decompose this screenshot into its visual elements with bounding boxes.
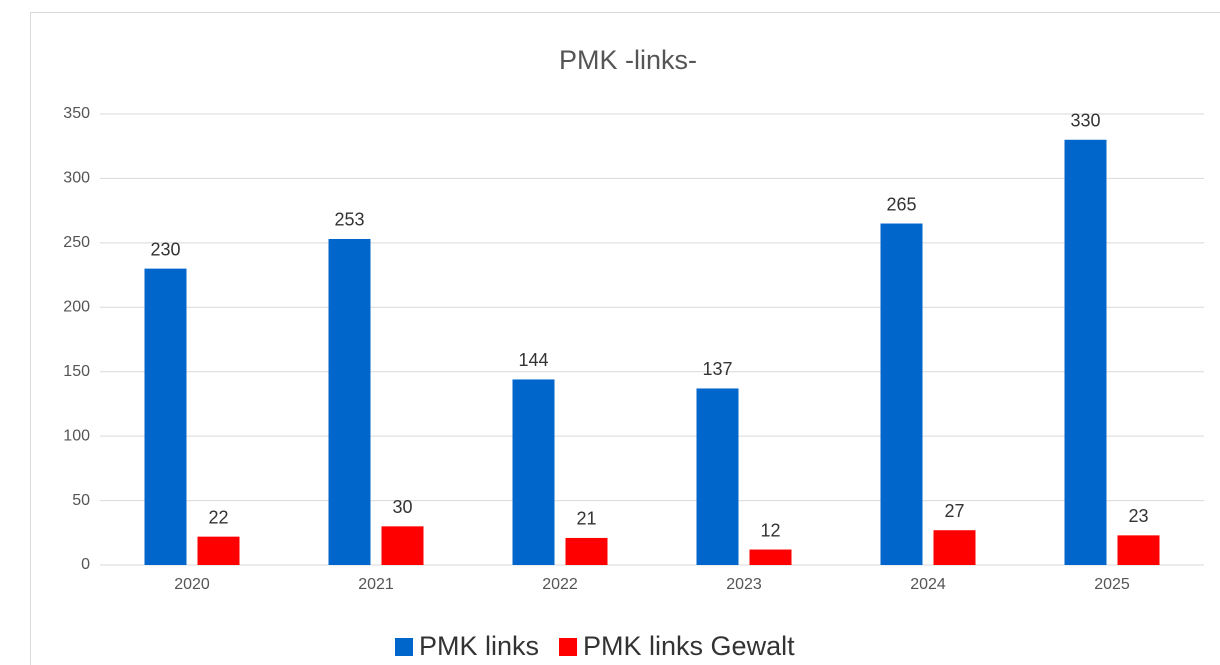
x-tick-label: 2025	[1094, 576, 1130, 593]
data-label: 21	[576, 509, 596, 529]
data-label: 144	[518, 350, 548, 370]
y-tick-label: 350	[63, 105, 90, 122]
x-tick-label: 2022	[542, 576, 578, 593]
y-tick-label: 100	[63, 427, 90, 444]
legend-swatch	[395, 638, 413, 656]
data-label: 265	[886, 194, 916, 214]
bar	[696, 388, 739, 565]
legend-label: PMK links Gewalt	[583, 631, 795, 661]
data-label: 22	[208, 507, 228, 527]
bar	[933, 530, 976, 565]
bar	[512, 379, 555, 565]
x-tick-label: 2020	[174, 576, 210, 593]
chart-title: PMK -links-	[559, 45, 697, 75]
data-label: 12	[760, 520, 780, 540]
y-tick-label: 50	[72, 492, 90, 509]
y-tick-label: 0	[81, 556, 90, 573]
x-tick-label: 2023	[726, 576, 762, 593]
data-label: 230	[150, 239, 180, 259]
bar	[749, 549, 792, 565]
data-label: 23	[1128, 506, 1148, 526]
bar	[880, 223, 923, 565]
y-tick-label: 150	[63, 363, 90, 380]
bar	[1064, 139, 1107, 565]
data-label: 30	[392, 497, 412, 517]
data-label: 137	[702, 359, 732, 379]
bar	[144, 268, 187, 565]
y-tick-label: 250	[63, 234, 90, 251]
data-label: 253	[334, 210, 364, 230]
data-label: 330	[1070, 111, 1100, 131]
bar	[565, 537, 608, 565]
bar	[1117, 535, 1160, 565]
legend-label: PMK links	[419, 631, 539, 661]
data-label: 27	[944, 501, 964, 521]
x-tick-label: 2024	[910, 576, 946, 593]
bar	[328, 238, 371, 565]
y-tick-label: 200	[63, 299, 90, 316]
x-tick-label: 2021	[358, 576, 394, 593]
y-tick-label: 300	[63, 170, 90, 187]
bar	[381, 526, 424, 565]
bar	[197, 536, 240, 565]
chart-frame	[30, 12, 1220, 665]
legend-swatch	[559, 638, 578, 656]
